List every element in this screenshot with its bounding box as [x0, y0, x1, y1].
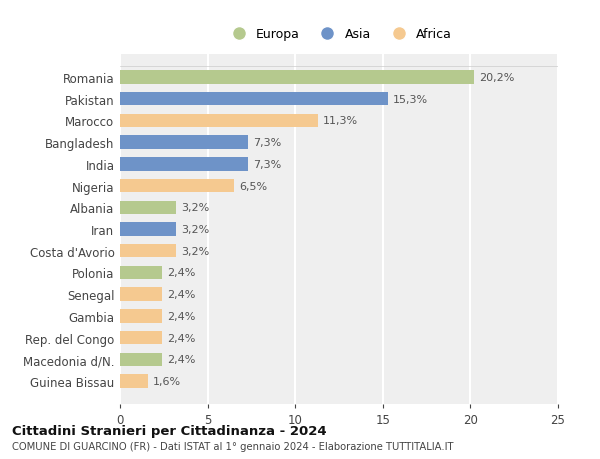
Bar [120, 93, 388, 106]
Bar [120, 266, 162, 280]
Legend: Europa, Asia, Africa: Europa, Asia, Africa [221, 23, 457, 46]
Text: 11,3%: 11,3% [323, 116, 358, 126]
Bar [120, 71, 474, 84]
Bar [120, 179, 234, 193]
Text: 3,2%: 3,2% [181, 224, 209, 235]
Bar [120, 158, 248, 171]
Text: 2,4%: 2,4% [167, 355, 196, 364]
Text: 2,4%: 2,4% [167, 311, 196, 321]
Bar [120, 223, 176, 236]
Bar [120, 331, 162, 345]
Text: 1,6%: 1,6% [153, 376, 181, 386]
Text: 2,4%: 2,4% [167, 333, 196, 343]
Text: 7,3%: 7,3% [253, 159, 281, 169]
Text: 7,3%: 7,3% [253, 138, 281, 148]
Text: COMUNE DI GUARCINO (FR) - Dati ISTAT al 1° gennaio 2024 - Elaborazione TUTTITALI: COMUNE DI GUARCINO (FR) - Dati ISTAT al … [12, 441, 454, 451]
Bar [120, 136, 248, 150]
Text: 15,3%: 15,3% [394, 95, 428, 104]
Bar [120, 201, 176, 214]
Bar [120, 309, 162, 323]
Bar [120, 245, 176, 258]
Text: 6,5%: 6,5% [239, 181, 267, 191]
Text: 2,4%: 2,4% [167, 290, 196, 300]
Text: Cittadini Stranieri per Cittadinanza - 2024: Cittadini Stranieri per Cittadinanza - 2… [12, 424, 326, 437]
Bar [120, 353, 162, 366]
Text: 3,2%: 3,2% [181, 246, 209, 256]
Bar [120, 288, 162, 301]
Text: 3,2%: 3,2% [181, 203, 209, 213]
Text: 2,4%: 2,4% [167, 268, 196, 278]
Text: 20,2%: 20,2% [479, 73, 515, 83]
Bar [120, 114, 318, 128]
Bar [120, 375, 148, 388]
